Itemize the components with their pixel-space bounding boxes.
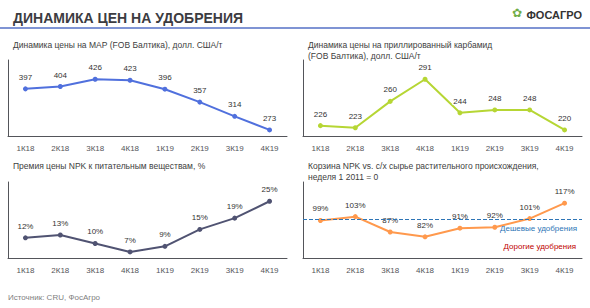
svg-text:2К19: 2К19 [486, 144, 505, 153]
svg-text:314: 314 [228, 100, 242, 109]
svg-text:404: 404 [54, 71, 68, 80]
svg-text:396: 396 [158, 73, 172, 82]
svg-text:220: 220 [558, 114, 572, 123]
svg-text:101%: 101% [519, 203, 539, 212]
svg-text:9%: 9% [159, 230, 171, 239]
svg-text:неделя 1 2011 = 0: неделя 1 2011 = 0 [308, 172, 379, 182]
svg-text:1К18: 1К18 [16, 144, 35, 153]
svg-text:Источник: CRU, ФосАгро: Источник: CRU, ФосАгро [8, 293, 101, 302]
svg-text:1К18: 1К18 [311, 266, 330, 275]
svg-text:397: 397 [19, 73, 33, 82]
svg-text:4К19: 4К19 [261, 144, 280, 153]
svg-text:92%: 92% [487, 211, 503, 220]
svg-text:12%: 12% [17, 222, 33, 231]
svg-text:248: 248 [488, 94, 502, 103]
svg-text:1К18: 1К18 [16, 266, 35, 275]
svg-text:3К18: 3К18 [86, 266, 105, 275]
svg-text:1К19: 1К19 [451, 144, 470, 153]
svg-text:2К18: 2К18 [51, 144, 70, 153]
svg-text:Премия цены NPK к питательным: Премия цены NPK к питательным веществам,… [13, 161, 206, 171]
svg-text:4К19: 4К19 [556, 266, 575, 275]
svg-text:Дорогие удобрения: Дорогие удобрения [504, 242, 576, 251]
svg-text:4К18: 4К18 [416, 266, 435, 275]
svg-text:1К19: 1К19 [156, 266, 175, 275]
svg-text:4К18: 4К18 [121, 144, 140, 153]
svg-text:Динамика цены на приллированны: Динамика цены на приллированный карбамид [308, 40, 492, 50]
svg-text:25%: 25% [262, 185, 278, 194]
svg-text:3К19: 3К19 [521, 144, 540, 153]
svg-text:248: 248 [523, 94, 537, 103]
svg-text:226: 226 [314, 110, 328, 119]
svg-text:4К19: 4К19 [261, 266, 280, 275]
svg-text:244: 244 [453, 97, 467, 106]
svg-text:✿: ✿ [512, 6, 522, 20]
svg-text:4К18: 4К18 [121, 266, 140, 275]
svg-text:103%: 103% [345, 201, 365, 210]
svg-text:260: 260 [384, 85, 398, 94]
svg-text:ФОСАГРО: ФОСАГРО [526, 9, 582, 21]
svg-text:1К19: 1К19 [451, 266, 470, 275]
svg-text:13%: 13% [52, 219, 68, 228]
svg-text:4К18: 4К18 [416, 144, 435, 153]
svg-text:Динамика цены на МАР (FOB Балт: Динамика цены на МАР (FOB Балтика), долл… [13, 40, 223, 50]
svg-text:273: 273 [263, 114, 277, 123]
svg-text:2К18: 2К18 [346, 266, 365, 275]
svg-text:3К19: 3К19 [226, 266, 245, 275]
svg-text:3К18: 3К18 [381, 266, 400, 275]
svg-text:2К18: 2К18 [51, 266, 70, 275]
svg-text:99%: 99% [312, 204, 328, 213]
svg-text:1К18: 1К18 [311, 144, 330, 153]
svg-text:Корзина NPK vs. с/х сырье раст: Корзина NPK vs. с/х сырье растительного … [308, 161, 539, 171]
svg-text:2К19: 2К19 [191, 144, 210, 153]
svg-text:1К19: 1К19 [156, 144, 175, 153]
svg-text:2К18: 2К18 [346, 144, 365, 153]
svg-text:3К19: 3К19 [226, 144, 245, 153]
svg-text:15%: 15% [192, 213, 208, 222]
svg-text:4К19: 4К19 [556, 144, 575, 153]
svg-text:7%: 7% [124, 236, 136, 245]
svg-text:3К19: 3К19 [521, 266, 540, 275]
svg-text:87%: 87% [382, 216, 398, 225]
svg-text:ДИНАМИКА ЦЕН НА УДОБРЕНИЯ: ДИНАМИКА ЦЕН НА УДОБРЕНИЯ [13, 10, 243, 26]
svg-text:19%: 19% [227, 202, 243, 211]
svg-text:291: 291 [418, 63, 432, 72]
svg-text:426: 426 [89, 63, 103, 72]
svg-text:3К18: 3К18 [86, 144, 105, 153]
svg-text:2К19: 2К19 [486, 266, 505, 275]
svg-text:2К19: 2К19 [191, 266, 210, 275]
svg-text:423: 423 [123, 64, 137, 73]
svg-text:223: 223 [349, 112, 363, 121]
svg-text:91%: 91% [451, 212, 468, 222]
svg-text:Дешевые удобрения: Дешевые удобрения [500, 224, 577, 233]
svg-text:82%: 82% [417, 221, 433, 230]
svg-text:117%: 117% [555, 187, 575, 196]
svg-text:357: 357 [193, 86, 207, 95]
svg-text:(FOB Балтика), долл. США/т: (FOB Балтика), долл. США/т [308, 51, 421, 61]
svg-text:10%: 10% [87, 227, 103, 236]
svg-text:3К18: 3К18 [381, 144, 400, 153]
